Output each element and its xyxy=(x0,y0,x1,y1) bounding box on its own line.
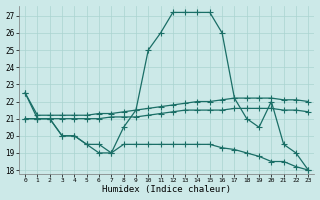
X-axis label: Humidex (Indice chaleur): Humidex (Indice chaleur) xyxy=(102,185,231,194)
